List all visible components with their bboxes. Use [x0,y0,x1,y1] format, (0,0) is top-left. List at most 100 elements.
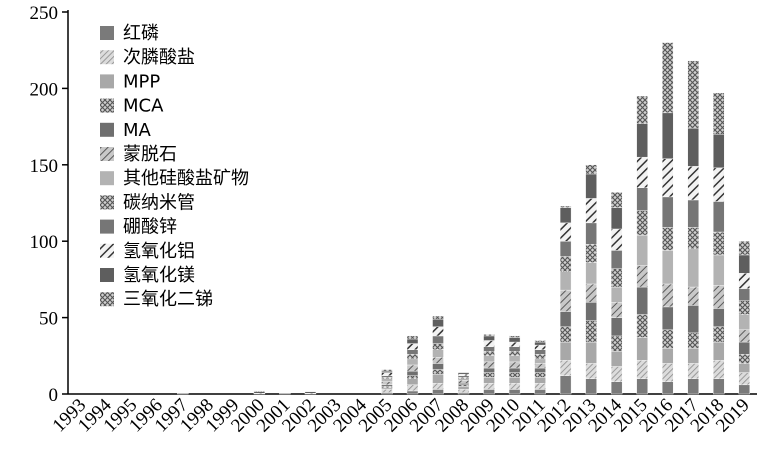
bar-segment [713,360,725,379]
bar-segment [738,329,750,343]
bar-segment [534,349,546,355]
bar-segment [738,314,750,331]
bar-segment [687,363,699,379]
legend-label: 氢氧化铝 [123,241,195,262]
bar-segment [636,123,648,158]
bar-segment [713,231,725,256]
bar-segment [610,351,623,367]
bar-segment [406,378,419,386]
bar-segment [559,256,572,272]
bar-segment [406,364,419,372]
bar-segment [483,372,495,378]
legend-label: 碳纳米管 [123,192,195,213]
bar-segment [713,308,725,327]
bar-segment [713,341,725,361]
bar-segment [713,167,725,202]
bar-segment [534,358,546,364]
bar-segment [483,355,495,363]
bar-segment [508,335,521,338]
legend-swatch [100,122,114,137]
legend-label: 其他硅酸盐矿物 [123,168,249,189]
bar-segment [636,360,648,379]
bar-segment [457,380,470,384]
bar-segment [610,381,623,395]
bar-segment [738,363,750,373]
bar-segment [713,201,725,233]
bar-segment [406,375,419,379]
bar-segment [406,349,419,355]
bar-segment [738,300,750,315]
bar-segment [432,315,444,320]
bar-segment [381,384,393,387]
bar-segment [738,372,750,386]
bar-segment [687,248,699,288]
bar-segment [661,196,674,228]
bar-segment [610,317,623,337]
bar-segment [559,360,572,376]
legend-label: 红磷 [123,23,159,44]
bar-segment [559,289,572,312]
bar-segment [508,372,521,378]
bar-segment [508,367,521,373]
bar-segment [406,390,419,395]
bar-segment [534,340,546,343]
bar-segment [687,166,699,201]
legend-label: 硼酸锌 [123,217,177,238]
x-axis-ticks: 1993199419951996199719981999200020012002… [49,394,754,436]
bar-segment [381,389,393,393]
bar-segment [610,335,623,352]
bar-segment [381,369,393,372]
y-tick-label: 250 [30,3,59,24]
bar-segment [636,314,648,338]
bar-segment [738,384,750,395]
bar-segment [713,285,725,309]
bar-segment [534,372,546,378]
bar-segment [559,240,572,257]
bar-segment [432,326,444,337]
bar-segment [585,320,597,343]
bar-segment [406,370,419,376]
bar-segment [661,381,674,395]
bar-segment [636,337,648,361]
bar-segment [432,349,444,358]
bar-segment [381,386,393,389]
bar-segment [508,341,521,347]
legend-label: 氢氧化镁 [123,265,195,286]
bar-segment [508,346,521,352]
bar-segment [661,283,674,308]
bar-segment [713,378,725,395]
bar-segment [534,383,546,390]
bar-segment [508,355,521,363]
bar-segment [661,363,674,382]
legend-label: MA [123,120,152,141]
bar-segment [508,376,521,384]
y-tick-label: 0 [49,385,59,406]
bar-segment [636,187,648,211]
bar-segment [585,173,597,199]
bar-segment [457,378,470,381]
bar-segment [457,392,470,395]
bar-segment [687,227,699,250]
bar-segment [661,158,674,198]
bar-segment [661,42,674,114]
bar-segment [508,351,521,357]
bar-stacks [177,42,750,395]
bar-segment [508,383,521,390]
bar-segment [534,376,546,384]
legend-swatch [100,219,114,234]
legend-swatch [100,26,114,40]
bar-segment [253,390,266,392]
bar-segment [483,335,495,341]
bar-segment [636,210,648,236]
bar-segment [636,156,648,188]
bar-segment [483,346,495,352]
bar-segment [738,341,750,355]
legend-label: 三氧化二锑 [123,289,213,310]
bar-segment [406,343,419,350]
bar-segment [585,222,597,245]
bar-segment [559,205,572,208]
bar-segment [432,318,444,327]
bar-segment [381,376,393,379]
bar-segment [585,302,597,321]
